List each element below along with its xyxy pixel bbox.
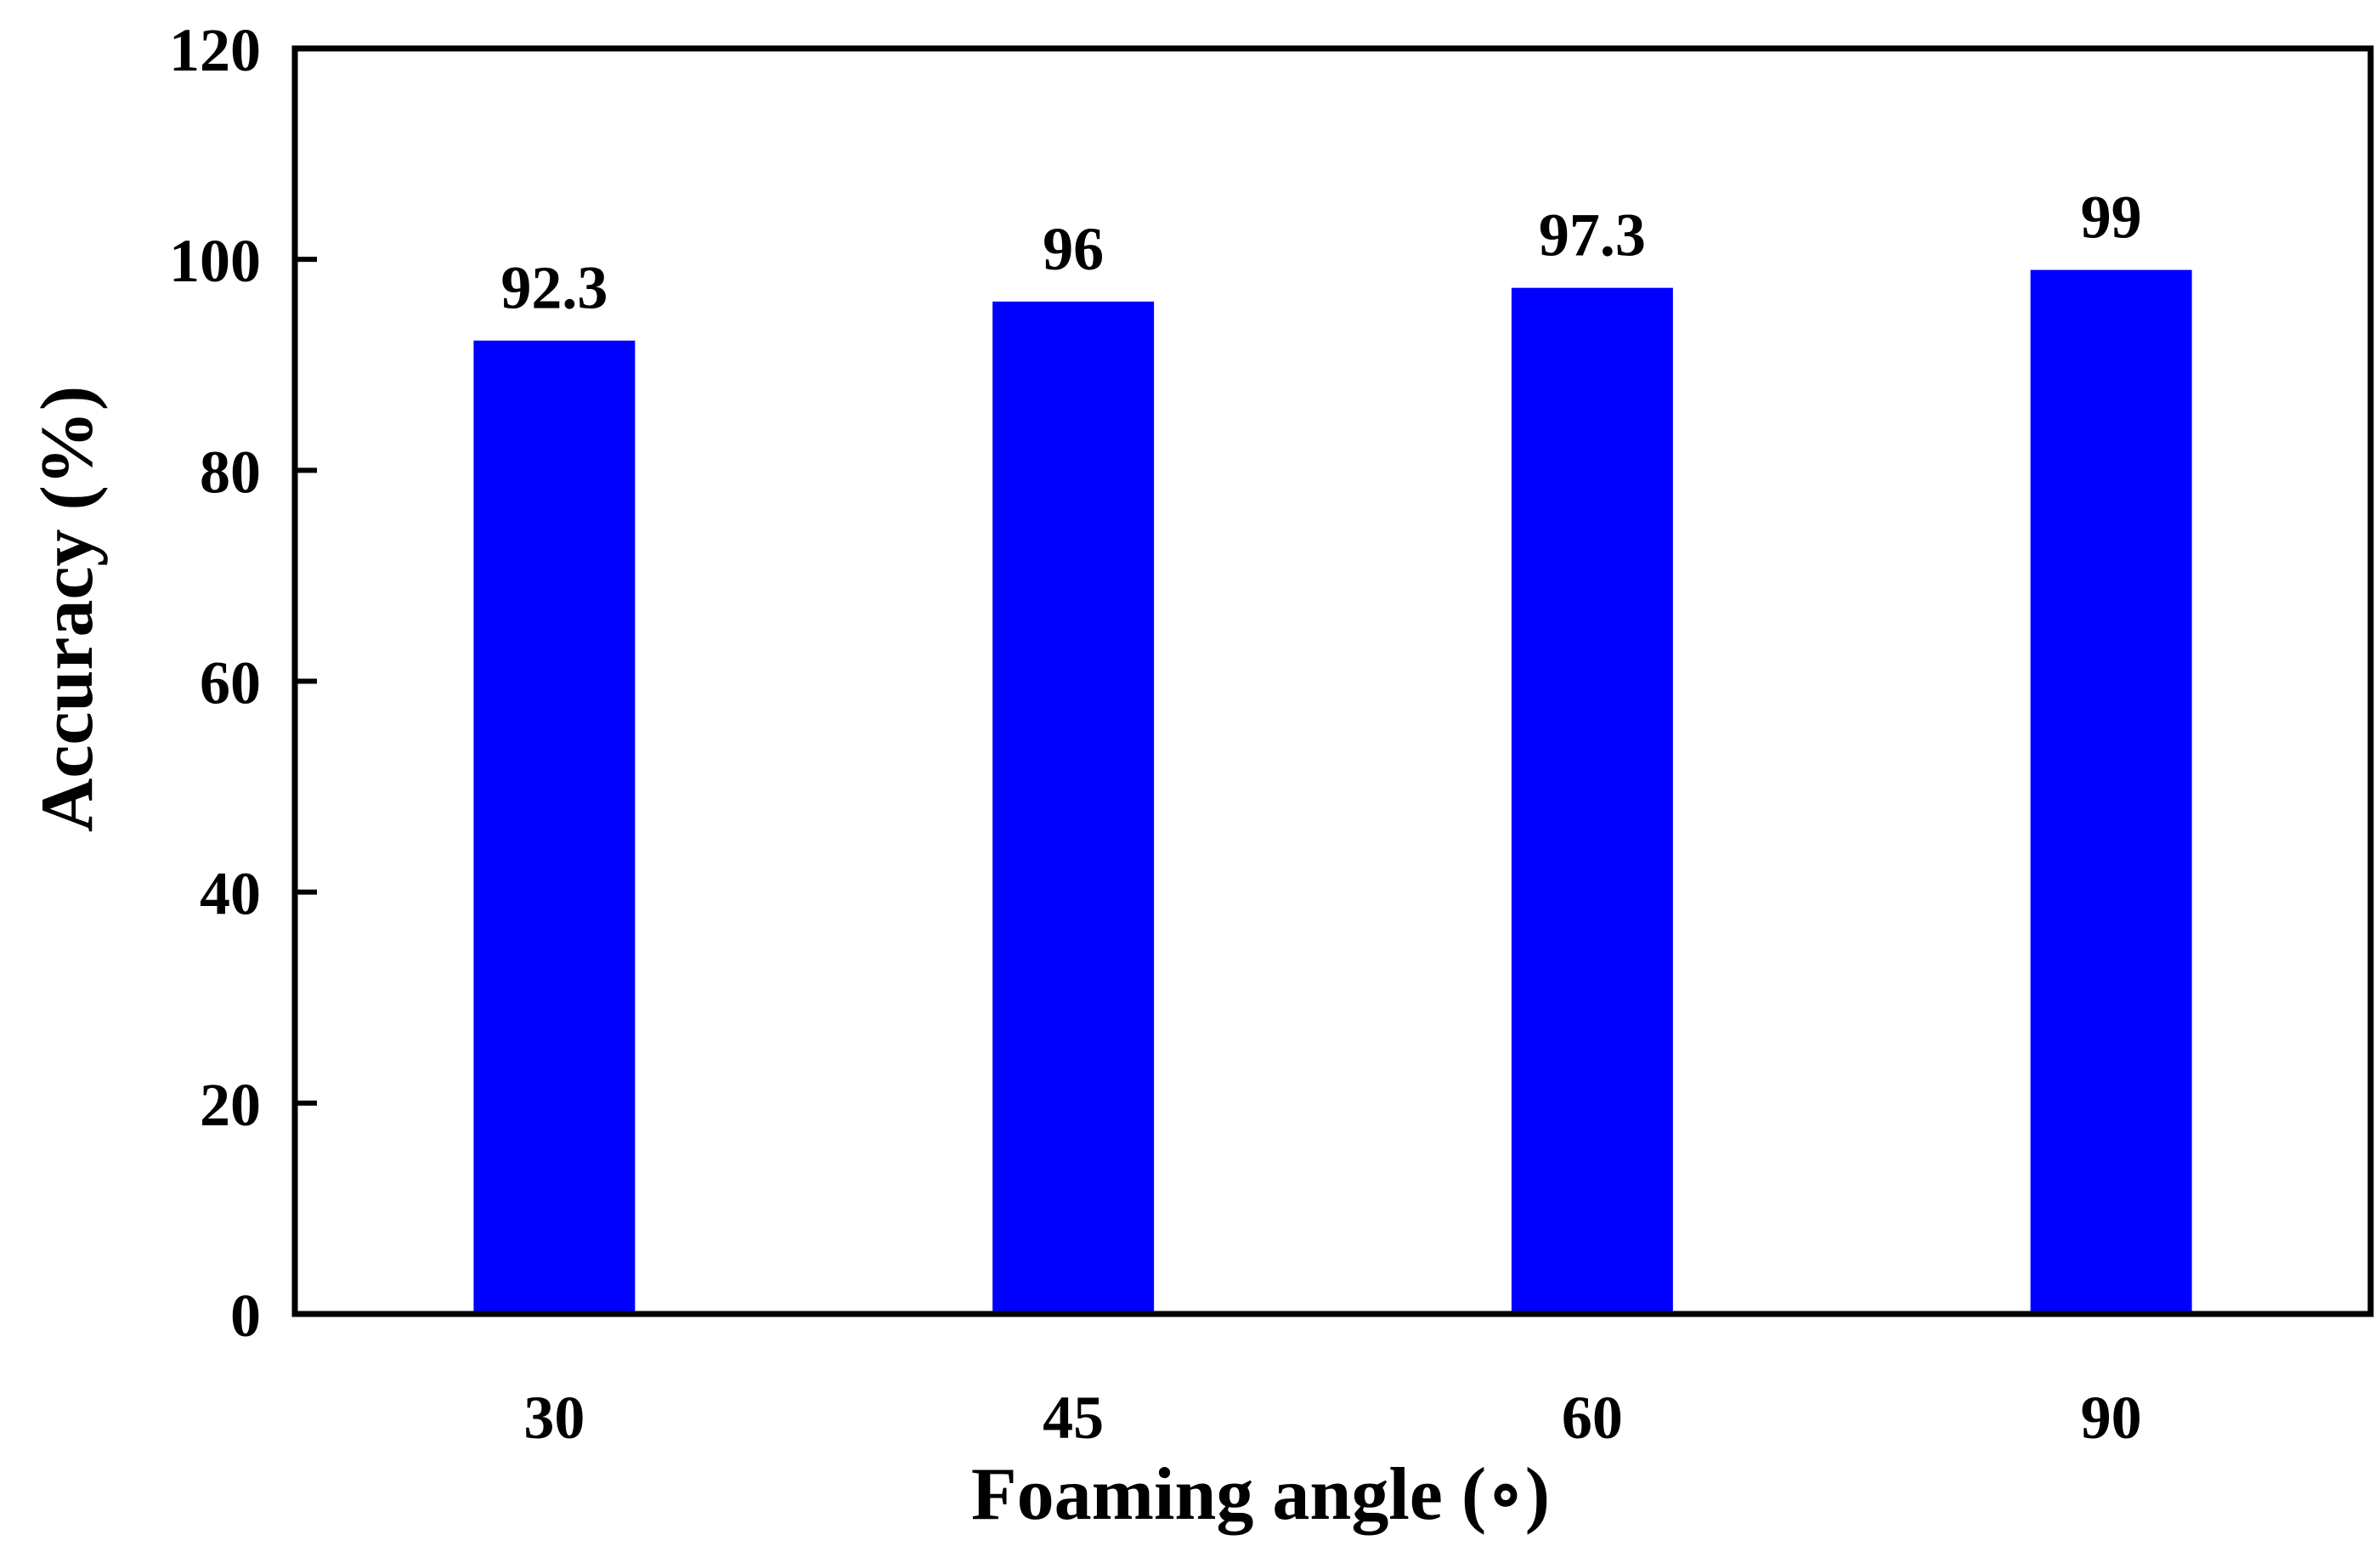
y-axis-label: Accuracy (%) bbox=[26, 386, 109, 832]
x-tick-label-90: 90 bbox=[2081, 1384, 2142, 1452]
bar-90 bbox=[2030, 269, 2192, 1315]
y-axis-ticks: 0 20 40 60 80 100 120 bbox=[169, 16, 317, 1350]
data-label-45: 96 bbox=[1043, 215, 1104, 283]
x-axis-label: Foaming angle (∘) bbox=[971, 1453, 1550, 1536]
y-tick-label: 60 bbox=[200, 649, 261, 717]
y-tick-label: 40 bbox=[200, 860, 261, 928]
y-tick-label: 100 bbox=[169, 227, 261, 295]
x-tick-label-60: 60 bbox=[1562, 1384, 1623, 1452]
data-label-30: 92.3 bbox=[500, 254, 608, 322]
data-label-60: 97.3 bbox=[1539, 201, 1646, 269]
y-tick-label: 80 bbox=[200, 438, 261, 506]
bar-30 bbox=[473, 340, 636, 1315]
y-tick-label: 20 bbox=[200, 1071, 261, 1139]
data-labels-group: 92.3 96 97.3 99 bbox=[500, 184, 2141, 322]
data-label-90: 99 bbox=[2081, 184, 2142, 252]
x-tick-label-30: 30 bbox=[523, 1384, 585, 1452]
y-tick-label: 0 bbox=[230, 1282, 261, 1350]
x-tick-label-45: 45 bbox=[1043, 1384, 1104, 1452]
bar-60 bbox=[1511, 287, 1673, 1314]
bars-group bbox=[473, 269, 2192, 1315]
bar-45 bbox=[992, 301, 1155, 1314]
x-axis-ticks: 30 45 60 90 bbox=[523, 1384, 2141, 1452]
y-tick-label: 120 bbox=[169, 16, 261, 84]
